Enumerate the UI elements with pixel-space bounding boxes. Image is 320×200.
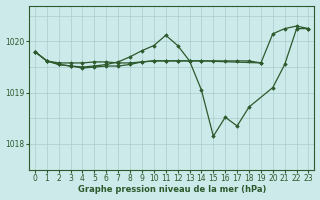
X-axis label: Graphe pression niveau de la mer (hPa): Graphe pression niveau de la mer (hPa) (77, 185, 266, 194)
